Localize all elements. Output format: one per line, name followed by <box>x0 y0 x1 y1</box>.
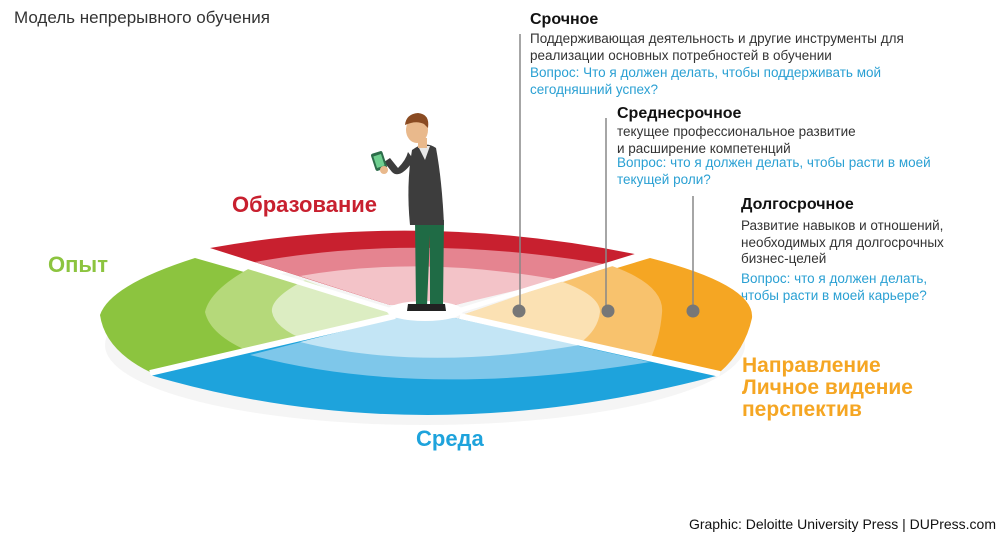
text-medium: и расширение компетенций <box>617 141 791 156</box>
label-direction: Личное видение <box>742 376 913 399</box>
question-medium: текущей роли? <box>617 172 711 187</box>
question-medium: Вопрос: что я должен делать, чтобы расти… <box>617 155 931 170</box>
heading-short: Срочное <box>530 11 599 28</box>
question-short: сегодняшний успех? <box>530 82 658 97</box>
label-direction: перспектив <box>742 398 862 421</box>
marker-long <box>686 304 700 318</box>
marker-medium <box>601 304 615 318</box>
label-experience: Опыт <box>48 252 108 277</box>
question-long: Вопрос: что я должен делать, <box>741 271 928 286</box>
question-long: чтобы расти в моей карьере? <box>741 288 927 303</box>
text-long: бизнес-целей <box>741 251 827 266</box>
text-short: реализации основных потребностей в обуче… <box>530 48 832 63</box>
marker-short <box>512 304 526 318</box>
page-title: Модель непрерывного обучения <box>14 8 270 27</box>
heading-long: Долгосрочное <box>741 196 854 213</box>
label-environment: Среда <box>416 426 484 451</box>
credit-line: Graphic: Deloitte University Press | DUP… <box>688 516 996 532</box>
heading-medium: Среднесрочное <box>617 105 742 122</box>
text-long: необходимых для долгосрочных <box>741 235 944 250</box>
question-short: Вопрос: Что я должен делать, чтобы подде… <box>530 65 882 80</box>
text-short: Поддерживающая деятельность и другие инс… <box>530 31 904 46</box>
label-education: Образование <box>232 192 377 217</box>
label-direction: Направление <box>742 354 881 377</box>
text-long: Развитие навыков и отношений, <box>741 218 944 233</box>
person-figure <box>371 113 446 311</box>
text-medium: текущее профессиональное развитие <box>617 124 856 139</box>
